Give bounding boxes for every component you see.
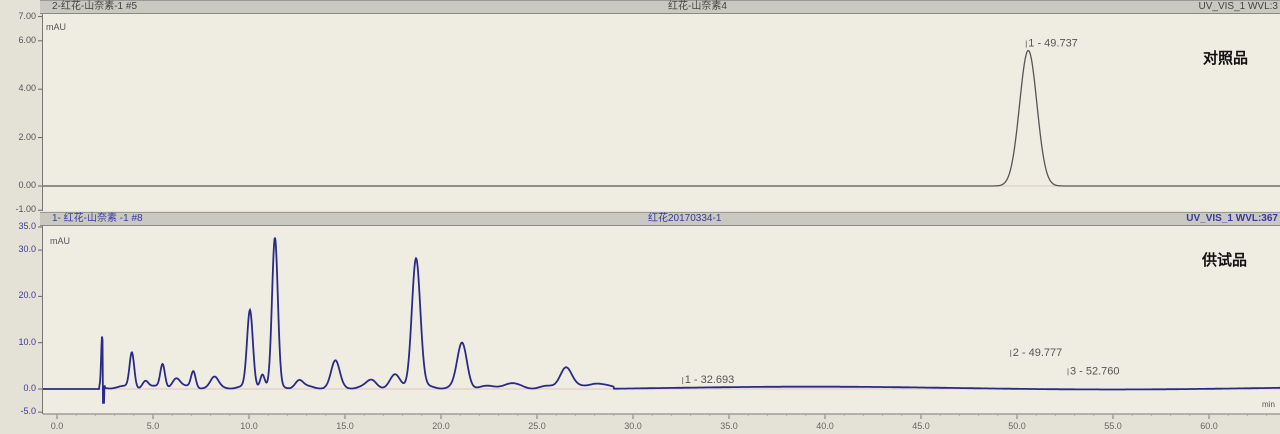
y-tick-label: -5.0	[20, 406, 36, 417]
chromatogram-trace	[43, 49, 1280, 187]
y-tick-label: -1.00	[15, 204, 36, 215]
top-plot-area	[42, 14, 1280, 211]
x-tick-label: 45.0	[912, 421, 930, 431]
sample-label: 供试品	[1202, 251, 1248, 269]
y-tick-label: 20.0	[18, 290, 36, 301]
y-tick-label: 0.0	[23, 383, 36, 393]
x-tick-label: 0.0	[50, 421, 64, 431]
x-tick-label: 35.0	[720, 421, 738, 431]
top-panel-label: 2-红花-山奈素-1 #5	[52, 1, 138, 12]
peak-label: 1 - 32.693	[685, 374, 735, 386]
chromatogram-trace	[43, 237, 1280, 404]
y-tick-label: 6.00	[18, 34, 36, 45]
y-tick-label: 10.0	[18, 336, 36, 347]
x-tick-label: 10.0	[240, 421, 258, 431]
x-unit: min	[1262, 400, 1275, 409]
top-channel: UV_VIS_1 WVL:3	[1198, 1, 1278, 12]
y-tick-label: 35.0	[18, 220, 36, 231]
x-tick-label: 30.0	[624, 421, 642, 431]
y-tick-label: 2.00	[18, 131, 36, 142]
bottom-channel: UV_VIS_1 WVL:367	[1186, 213, 1278, 224]
x-tick-label: 40.0	[816, 421, 834, 431]
x-tick-label: 5.0	[146, 421, 160, 431]
x-tick-label: 15.0	[336, 421, 354, 431]
top-y-unit: mAU	[46, 22, 66, 32]
y-tick-label: 7.00	[18, 10, 36, 21]
y-tick-label: 30.0	[18, 244, 36, 255]
x-tick-label: 25.0	[528, 421, 546, 431]
bottom-panel-title-bar: 1- 红花-山奈素 -1 #8 红花20170334-1 UV_VIS_1 WV…	[40, 212, 1280, 226]
x-tick-label: 20.0	[432, 421, 450, 431]
peak-label: 2 - 49.777	[1013, 347, 1063, 359]
bottom-y-unit: mAU	[50, 236, 70, 246]
peak-label: 1 - 49.737	[1028, 37, 1078, 49]
reference-label: 对照品	[1203, 49, 1249, 67]
peak-label: 3 - 52.760	[1070, 365, 1120, 377]
y-tick-label: 4.00	[18, 83, 36, 94]
bottom-chart-title: 红花20170334-1	[648, 213, 722, 224]
x-tick-label: 55.0	[1104, 421, 1122, 431]
top-chart-title: 红花-山奈素4	[668, 1, 727, 12]
bottom-panel-label: 1- 红花-山奈素 -1 #8	[52, 213, 143, 224]
top-panel-title-bar: 2-红花-山奈素-1 #5 红花-山奈素4 UV_VIS_1 WVL:3	[40, 0, 1280, 14]
y-tick-label: 0.00	[18, 180, 36, 190]
x-tick-label: 50.0	[1008, 421, 1026, 431]
x-tick-label: 60.0	[1200, 421, 1218, 431]
